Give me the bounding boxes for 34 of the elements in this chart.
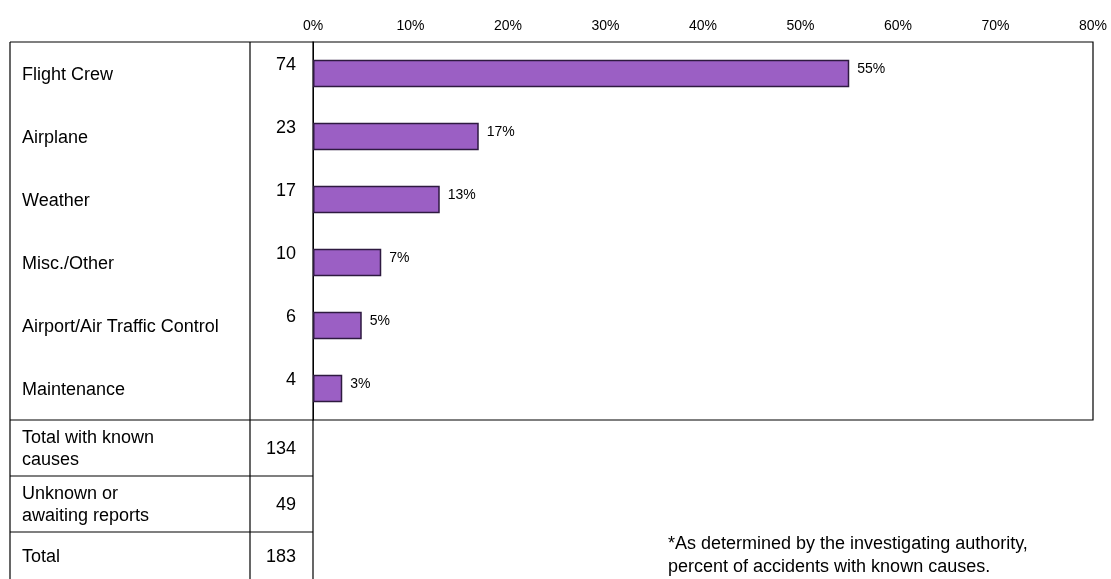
- text: Unknown or awaiting reports: [22, 483, 150, 525]
- data-label: 5%: [369, 311, 390, 328]
- data-label: 17%: [486, 122, 515, 139]
- y-tick-label: Airplane: [22, 126, 89, 147]
- data-label: 7%: [389, 248, 410, 265]
- x-tick-label: 20%: [493, 17, 523, 33]
- text: 134: [265, 438, 296, 458]
- x-tick-label: 0%: [302, 17, 324, 33]
- x-tick-label: 30%: [591, 17, 620, 33]
- text: 6: [285, 305, 296, 326]
- text: 74: [275, 53, 296, 74]
- text: *As determined by the investigating authority, percent of accidents with known causes.: [668, 532, 1033, 576]
- text: 4: [285, 368, 296, 389]
- text: 183: [265, 545, 296, 566]
- data-label: 13%: [447, 185, 476, 202]
- data-label: 55%: [857, 59, 886, 76]
- text: 49: [275, 494, 296, 514]
- y-tick-label: Weather: [22, 189, 90, 210]
- x-tick-label: 70%: [981, 17, 1010, 33]
- text: 23: [275, 116, 296, 137]
- x-tick-label: 40%: [688, 17, 718, 33]
- x-tick-label: 50%: [786, 17, 815, 33]
- text: Total with known causes: [22, 427, 160, 469]
- data-label: 3%: [350, 374, 371, 391]
- x-tick-label: 60%: [883, 17, 913, 33]
- text: Total: [22, 545, 61, 566]
- text: 10: [275, 242, 296, 263]
- x-tick-label: 80%: [1078, 17, 1108, 33]
- y-tick-label: Misc./Other: [22, 252, 115, 273]
- y-tick-label: Flight Crew: [22, 63, 115, 84]
- y-tick-label: Airport/Air Traffic Control: [22, 315, 219, 336]
- text: 17: [275, 179, 296, 200]
- y-tick-label: Maintenance: [22, 378, 126, 399]
- x-tick-label: 10%: [396, 17, 425, 33]
